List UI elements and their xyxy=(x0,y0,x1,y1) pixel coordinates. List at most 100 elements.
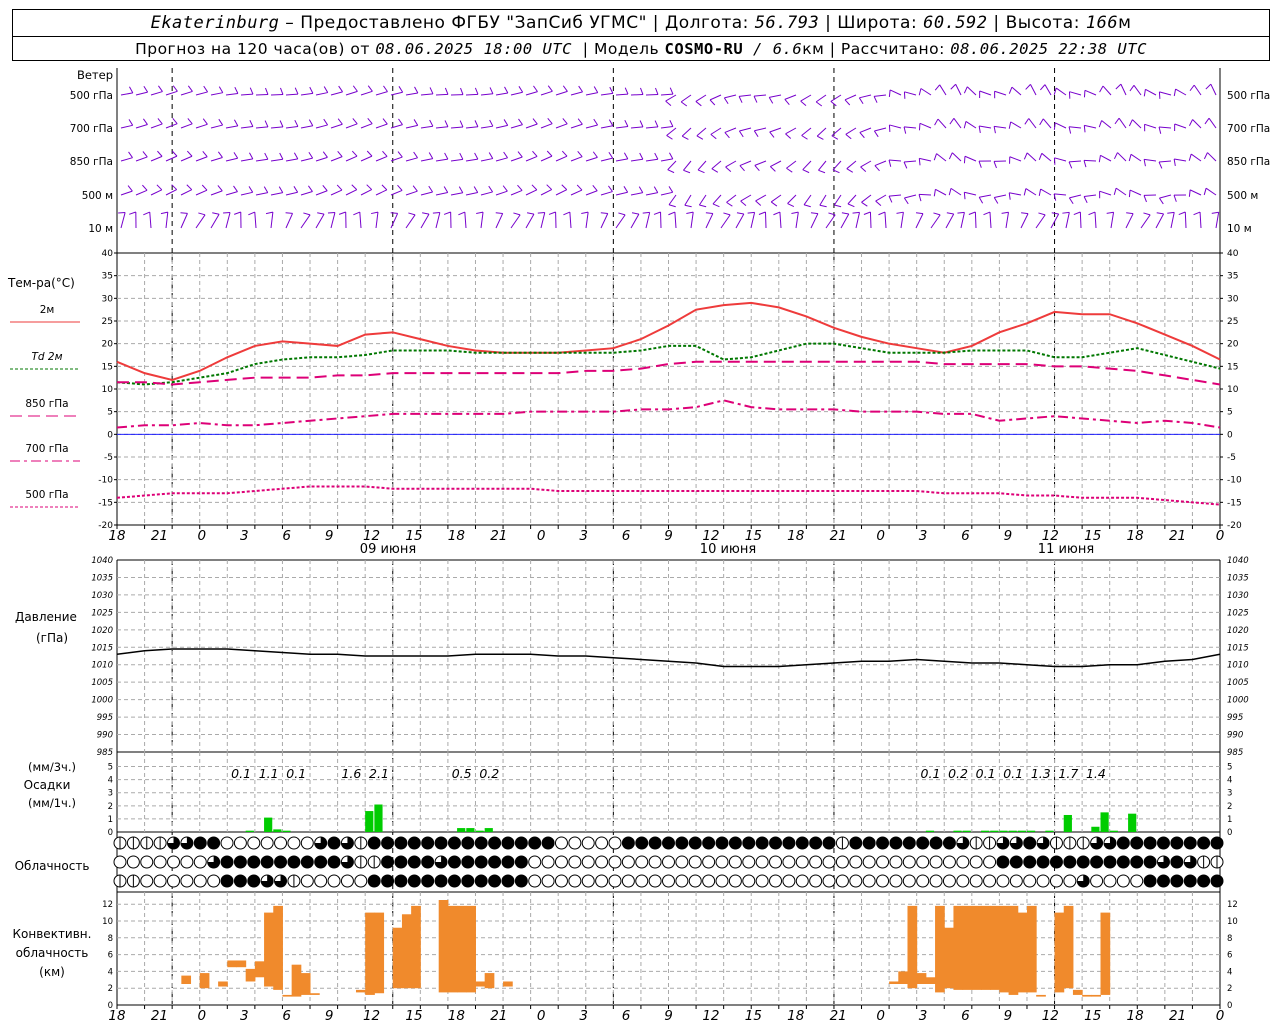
cloud-circle xyxy=(782,855,796,869)
wind-barb-shaft xyxy=(495,124,508,129)
wind-barb-flag xyxy=(963,156,966,164)
cloud-circle xyxy=(929,855,943,869)
wind-barb-flag xyxy=(518,86,524,93)
wind-barb-shaft xyxy=(180,213,188,229)
wind-barb-flag xyxy=(503,119,509,126)
wind-barb-shaft xyxy=(1174,123,1187,129)
wind-barb-flag xyxy=(1143,89,1146,97)
precip-bar xyxy=(1100,812,1109,832)
cloud-symbol xyxy=(220,855,234,869)
date-label: 10 июня xyxy=(700,542,756,557)
cloud-circle xyxy=(635,874,649,888)
wind-barb-flag xyxy=(769,166,776,172)
wind-barb-shaft xyxy=(195,189,208,196)
wind-barb-flag xyxy=(710,133,717,140)
wind-barb-flag xyxy=(309,86,314,94)
header-forecast-row: Прогноз на 120 часа(ов) от 08.06.2025 18… xyxy=(13,36,1269,62)
cloud-symbol xyxy=(702,855,716,869)
cloud-symbol xyxy=(1197,855,1211,869)
cloud-fill xyxy=(1103,837,1116,849)
time-label-temp: 9 xyxy=(664,528,673,544)
cloud-symbol xyxy=(554,836,568,850)
time-label-conv: 12 xyxy=(363,1008,380,1024)
wind-barb-shaft xyxy=(1035,214,1046,229)
wind-barb-shaft xyxy=(754,160,767,166)
wind-barb-shaft xyxy=(1159,160,1172,163)
wind-barb-shaft xyxy=(300,214,311,229)
cloud-circle xyxy=(1103,855,1117,869)
wind-barb-shaft xyxy=(1069,126,1082,129)
wind-barb-shaft xyxy=(165,189,177,196)
pressure-tick-left: 990 xyxy=(97,731,113,741)
cloud-symbol xyxy=(461,855,475,869)
wind-barb-shaft xyxy=(1144,158,1157,162)
cloud-symbol xyxy=(394,855,408,869)
wind-barb-flag xyxy=(754,165,760,172)
precip-bar xyxy=(1017,830,1026,832)
wind-barb-shaft xyxy=(1040,188,1052,196)
wind-barb-flag xyxy=(233,119,239,127)
time-label-conv: 18 xyxy=(787,1008,804,1024)
wind-barb-flag xyxy=(918,88,922,96)
cloud-circle xyxy=(1116,874,1130,888)
wind-barb-shaft xyxy=(375,91,388,96)
wind-barb-flag xyxy=(488,152,494,159)
wind-barb-flag xyxy=(308,151,314,159)
wind-barb-shaft xyxy=(465,93,479,96)
cloud-circle xyxy=(193,836,207,850)
cloud-symbol xyxy=(581,836,595,850)
wind-barb-flag xyxy=(202,151,208,158)
wind-barb-flag xyxy=(1053,87,1057,95)
cloud-circle xyxy=(274,836,288,850)
cloud-circle xyxy=(193,855,207,869)
pressure-tick-right: 1010 xyxy=(1227,661,1249,671)
cloud-symbol xyxy=(795,855,809,869)
wind-barb-shaft xyxy=(510,189,523,196)
cloud-symbol xyxy=(1049,836,1063,850)
wind-barb-shaft xyxy=(667,160,677,171)
temp-series-0 xyxy=(116,301,1221,381)
time-label-temp: 21 xyxy=(830,528,847,544)
wind-barb-shaft xyxy=(525,213,535,229)
wind-barb-shaft xyxy=(755,194,767,202)
wind-barb-flag xyxy=(128,119,134,126)
pressure-tick-left: 1020 xyxy=(91,626,113,636)
cloud-symbol xyxy=(795,874,809,888)
cloud-circle xyxy=(635,836,649,850)
wind-barb-shaft xyxy=(645,192,658,196)
wind-barb-shaft xyxy=(979,125,992,129)
precip-total: 0.2 xyxy=(948,766,968,781)
wind-barb-flag xyxy=(978,160,982,168)
wind-barb-flag xyxy=(352,118,358,125)
cloud-circle xyxy=(568,874,582,888)
time-label-temp: 18 xyxy=(448,528,465,544)
conv-bar xyxy=(971,905,982,990)
wind-barb-flag xyxy=(933,212,941,216)
cloud-circle xyxy=(1130,836,1144,850)
wind-barb-flag xyxy=(753,130,759,137)
wind-barb-flag xyxy=(1024,118,1030,125)
wind-barb-shaft xyxy=(795,212,799,229)
cloud-symbol xyxy=(193,874,207,888)
wind-barb-shaft xyxy=(1159,91,1172,96)
cloud-symbol xyxy=(876,874,890,888)
cloud-circle xyxy=(876,874,890,888)
wind-barb-flag xyxy=(561,150,568,157)
cloud-circle xyxy=(474,836,488,850)
cloud-circle xyxy=(327,855,341,869)
conv-bar xyxy=(1017,912,1028,993)
cloud-symbol xyxy=(434,874,448,888)
time-label-temp: 9 xyxy=(1004,528,1013,544)
cloud-symbol xyxy=(822,855,836,869)
wind-barb-shaft xyxy=(330,123,343,129)
wind-barb-shaft xyxy=(495,157,508,162)
wind-barb-flag xyxy=(474,120,479,127)
wind-barb-flag xyxy=(723,97,729,105)
wind-barb-flag xyxy=(933,153,938,161)
conv-bar xyxy=(1063,905,1074,989)
cloud-circle xyxy=(595,836,609,850)
cloud-symbol xyxy=(635,855,649,869)
wind-barb-shaft xyxy=(889,89,902,96)
cloud-symbol xyxy=(635,874,649,888)
wind-barb-flag xyxy=(503,151,508,159)
